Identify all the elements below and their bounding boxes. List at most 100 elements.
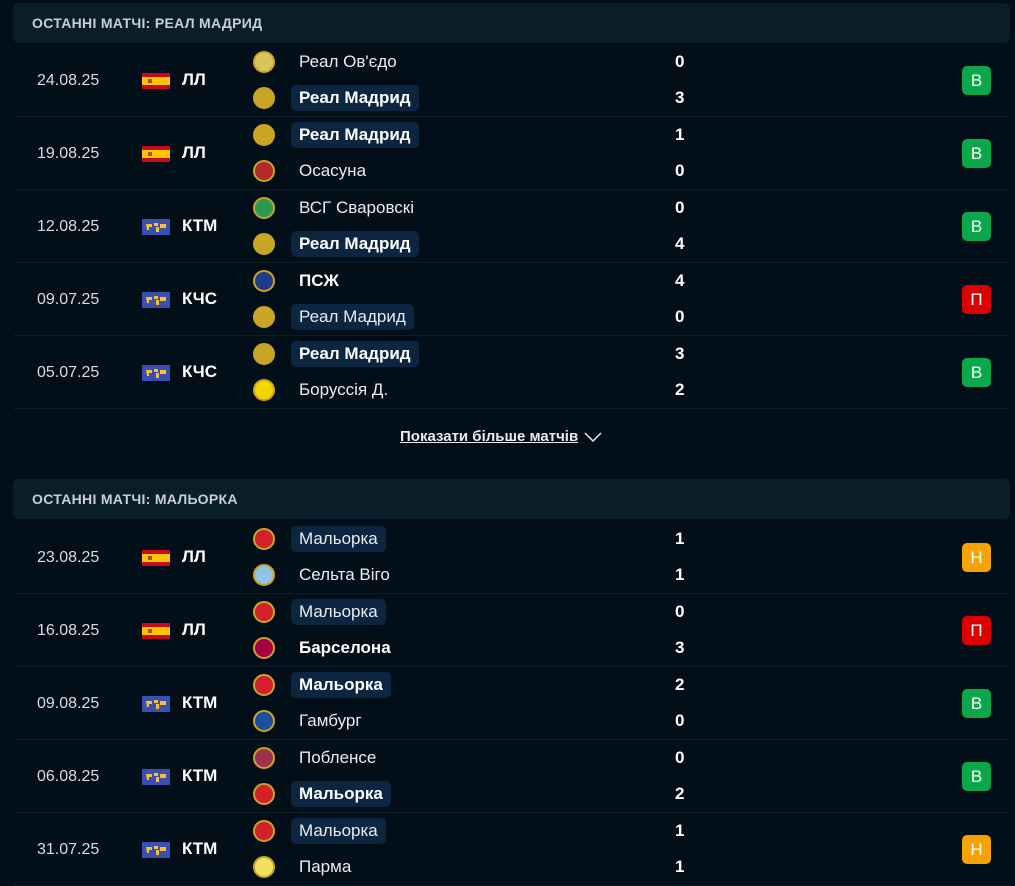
match-date: 16.08.25 (37, 622, 100, 639)
team-logo-icon (253, 710, 275, 732)
result-badge: В (962, 689, 991, 718)
team-logo-icon (253, 674, 275, 696)
league-abbr: КЧС (182, 289, 218, 308)
spain-flag-icon (142, 623, 170, 639)
away-score: 2 (675, 784, 685, 803)
home-score: 0 (675, 748, 685, 767)
result-badge: В (962, 762, 991, 791)
home-team: Мальорка (253, 597, 386, 627)
world-flag-icon (142, 292, 170, 308)
away-score: 4 (675, 234, 685, 253)
match-list-mallorca: 23.08.25 ЛЛ Мальорка Сельта Віго 1 1 Н 16.08.25… (13, 521, 1010, 886)
match-row[interactable]: 05.07.25 КЧС Реал Мадрид Боруссія Д. 3 2 В (13, 336, 1010, 409)
match-date: 19.08.25 (37, 145, 100, 162)
team-logo-icon (253, 856, 275, 878)
match-date: 05.07.25 (37, 364, 100, 381)
league-abbr: ЛЛ (182, 547, 206, 566)
league-abbr: КТМ (182, 766, 218, 785)
home-score: 1 (675, 125, 685, 144)
league-abbr: ЛЛ (182, 70, 206, 89)
away-team: Осасуна (253, 156, 374, 186)
team-name: Мальорка (291, 818, 386, 844)
result-badge: В (962, 139, 991, 168)
away-team: Гамбург (253, 706, 370, 736)
chevron-down-icon (584, 431, 602, 442)
team-logo-icon (253, 783, 275, 805)
match-row[interactable]: 16.08.25 ЛЛ Мальорка Барселона 0 3 П (13, 594, 1010, 667)
match-date: 31.07.25 (37, 841, 100, 858)
home-team: ПСЖ (253, 266, 347, 296)
match-row[interactable]: 23.08.25 ЛЛ Мальорка Сельта Віго 1 1 Н (13, 521, 1010, 594)
home-team: Побленсе (253, 743, 384, 773)
world-flag-icon (142, 842, 170, 858)
away-team: Реал Мадрид (253, 302, 414, 332)
away-team: Парма (253, 852, 359, 882)
match-row[interactable]: 31.07.25 КТМ Мальорка Парма 1 1 Н (13, 813, 1010, 886)
show-more-matches-link[interactable]: Показати більше матчів (400, 428, 602, 445)
team-logo-icon (253, 564, 275, 586)
match-row[interactable]: 19.08.25 ЛЛ Реал Мадрид Осасуна 1 0 В (13, 117, 1010, 190)
team-name: ПСЖ (299, 271, 339, 290)
team-name: Реал Ов'єдо (299, 52, 397, 71)
match-row[interactable]: 24.08.25 ЛЛ Реал Ов'єдо Реал Мадрид 0 3 В (13, 44, 1010, 117)
spain-flag-icon (142, 146, 170, 162)
away-score: 3 (675, 638, 685, 657)
section-title: ОСТАННІ МАТЧІ: МАЛЬОРКА (32, 491, 238, 507)
home-team: Реал Ов'єдо (253, 47, 405, 77)
team-name: Побленсе (299, 748, 377, 767)
team-name: Реал Мадрид (291, 231, 419, 257)
team-name: Гамбург (299, 711, 362, 730)
result-badge: В (962, 212, 991, 241)
away-score: 2 (675, 380, 685, 399)
home-team: Реал Мадрид (253, 339, 419, 369)
away-score: 1 (675, 565, 685, 584)
team-name: Мальорка (291, 526, 386, 552)
away-team: Реал Мадрид (253, 229, 419, 259)
home-score: 4 (675, 271, 685, 290)
match-list-real-madrid: 24.08.25 ЛЛ Реал Ов'єдо Реал Мадрид 0 3 В 19.08… (13, 44, 1010, 409)
team-logo-icon (253, 601, 275, 623)
section-title: ОСТАННІ МАТЧІ: РЕАЛ МАДРИД (32, 15, 263, 31)
team-name: Мальорка (291, 781, 391, 807)
home-score: 0 (675, 52, 685, 71)
away-team: Мальорка (253, 779, 391, 809)
result-badge: В (962, 66, 991, 95)
match-date: 12.08.25 (37, 218, 100, 235)
match-row[interactable]: 12.08.25 КТМ ВСГ Сваровскі Реал Мадрид 0 4 В (13, 190, 1010, 263)
match-date: 09.07.25 (37, 291, 100, 308)
match-row[interactable]: 09.08.25 КТМ Мальорка Гамбург 2 0 В (13, 667, 1010, 740)
away-score: 0 (675, 711, 685, 730)
team-logo-icon (253, 637, 275, 659)
result-badge: Н (962, 835, 991, 864)
team-name: ВСГ Сваровскі (299, 198, 415, 217)
team-logo-icon (253, 270, 275, 292)
team-logo-icon (253, 197, 275, 219)
match-row[interactable]: 09.07.25 КЧС ПСЖ Реал Мадрид 4 0 П (13, 263, 1010, 336)
match-date: 23.08.25 (37, 549, 100, 566)
league-abbr: КЧС (182, 362, 218, 381)
team-logo-icon (253, 747, 275, 769)
away-team: Боруссія Д. (253, 375, 396, 405)
team-logo-icon (253, 87, 275, 109)
league-abbr: КТМ (182, 216, 218, 235)
show-more-label: Показати більше матчів (400, 428, 579, 445)
home-score: 0 (675, 198, 685, 217)
team-name: Реал Мадрид (291, 122, 419, 148)
result-badge: В (962, 358, 991, 387)
away-score: 0 (675, 307, 685, 326)
team-logo-icon (253, 528, 275, 550)
away-score: 3 (675, 88, 685, 107)
match-row[interactable]: 06.08.25 КТМ Побленсе Мальорка 0 2 В (13, 740, 1010, 813)
team-name: Мальорка (291, 672, 391, 698)
team-logo-icon (253, 820, 275, 842)
team-logo-icon (253, 51, 275, 73)
team-name: Мальорка (291, 599, 386, 625)
away-team: Реал Мадрид (253, 83, 419, 113)
team-logo-icon (253, 379, 275, 401)
home-team: Реал Мадрид (253, 120, 419, 150)
team-name: Реал Мадрид (291, 341, 419, 367)
home-team: ВСГ Сваровскі (253, 193, 422, 223)
away-team: Сельта Віго (253, 560, 398, 590)
away-score: 0 (675, 161, 685, 180)
team-logo-icon (253, 306, 275, 328)
